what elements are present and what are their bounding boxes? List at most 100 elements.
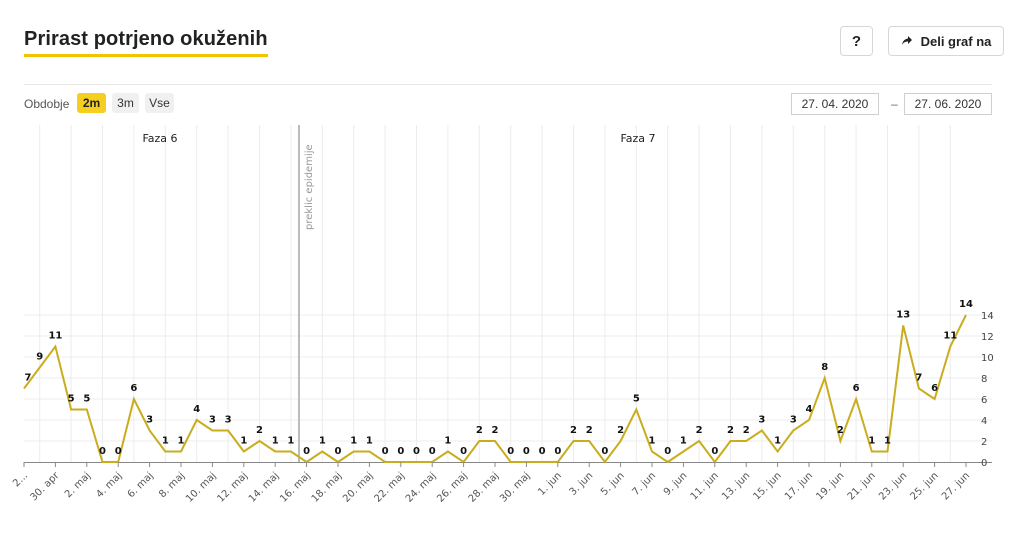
data-label: 1 — [868, 436, 875, 447]
x-tick-label: 10. maj — [184, 470, 218, 504]
period-3m-button[interactable]: 3m — [112, 93, 139, 113]
x-tick-label: 28. maj — [467, 470, 501, 504]
x-tick-label: 2... — [11, 470, 30, 489]
data-label: 0 — [413, 446, 420, 457]
y-axis-ticks: 0 2 4 6 8 10 12 14 — [981, 311, 994, 469]
data-label: 1 — [178, 436, 185, 447]
help-button[interactable]: ? — [840, 26, 873, 56]
data-label: 2 — [727, 425, 734, 436]
x-tick-label: 30. maj — [498, 470, 532, 504]
x-tick-label: 18. maj — [310, 470, 344, 504]
data-label: 2 — [492, 425, 499, 436]
data-label: 4 — [193, 404, 200, 415]
data-label: 0 — [711, 446, 718, 457]
data-label: 5 — [68, 394, 75, 405]
data-label: 2 — [743, 425, 750, 436]
y-tick-label: 2 — [981, 437, 987, 448]
data-label: 0 — [397, 446, 404, 457]
data-label: 3 — [225, 415, 232, 426]
y-tick-label: 4 — [981, 416, 987, 427]
data-label: 2 — [570, 425, 577, 436]
data-label: 0 — [303, 446, 310, 457]
data-label: 1 — [350, 436, 357, 447]
data-label: 4 — [806, 404, 813, 415]
data-label: 11 — [943, 331, 957, 342]
x-tick-label: 17. jun — [783, 470, 815, 502]
data-label: 6 — [853, 383, 860, 394]
date-from-input[interactable]: 27. 04. 2020 — [791, 93, 879, 115]
data-label: 6 — [130, 383, 137, 394]
data-label: 3 — [209, 415, 216, 426]
header-divider — [24, 84, 992, 85]
x-tick-label: 2. maj — [63, 470, 93, 500]
data-label: 0 — [554, 446, 561, 457]
x-tick-label: 8. maj — [157, 470, 187, 500]
x-tick-label: 19. jun — [814, 470, 846, 502]
data-label: 1 — [287, 436, 294, 447]
data-label: 3 — [146, 415, 153, 426]
data-label: 5 — [633, 394, 640, 405]
data-label: 0 — [664, 446, 671, 457]
share-icon — [901, 36, 912, 45]
vertical-gridlines — [39, 125, 951, 462]
data-label: 0 — [115, 446, 122, 457]
data-label: 1 — [162, 436, 169, 447]
data-label: 0 — [601, 446, 608, 457]
data-label: 2 — [837, 425, 844, 436]
data-label: 0 — [99, 446, 106, 457]
data-label: 0 — [382, 446, 389, 457]
data-label: 2 — [256, 425, 263, 436]
x-tick-label: 16. maj — [278, 470, 312, 504]
x-tick-label: 26. maj — [435, 470, 469, 504]
data-label: 14 — [959, 299, 973, 310]
period-2m-button[interactable]: 2m — [77, 93, 106, 113]
x-tick-label: 24. maj — [404, 470, 438, 504]
data-label: 0 — [523, 446, 530, 457]
data-label: 0 — [507, 446, 514, 457]
data-label: 13 — [896, 310, 910, 321]
x-tick-label: 13. jun — [720, 470, 752, 502]
y-tick-label: 12 — [981, 332, 994, 343]
share-button[interactable]: Deli graf na — [888, 26, 1004, 56]
data-label: 2 — [696, 425, 703, 436]
x-tick-label: 21. jun — [846, 470, 878, 502]
data-label: 1 — [884, 436, 891, 447]
data-label: 1 — [240, 436, 247, 447]
period-all-button[interactable]: Vse — [145, 93, 174, 113]
data-label: 1 — [649, 436, 656, 447]
data-label: 0 — [429, 446, 436, 457]
share-button-label: Deli graf na — [920, 33, 992, 49]
x-tick-label: 27. jun — [940, 470, 972, 502]
period-label: Obdobje — [24, 97, 70, 111]
epidemic-end-marker: preklic epidemije — [298, 125, 315, 462]
x-tick-label: 22. maj — [372, 470, 406, 504]
x-tick-label: 11. jun — [689, 470, 721, 502]
phase-label: Faza 7 — [620, 132, 655, 145]
data-label: 9 — [36, 352, 43, 363]
data-label: 1 — [680, 436, 687, 447]
page-title: Prirast potrjeno okuženih — [24, 28, 268, 57]
x-tick-label: 4. maj — [94, 470, 124, 500]
x-tick-label: 30. apr — [29, 470, 63, 504]
date-to-input[interactable]: 27. 06. 2020 — [904, 93, 992, 115]
data-label: 0 — [460, 446, 467, 457]
data-label: 2 — [476, 425, 483, 436]
data-label: 3 — [790, 415, 797, 426]
x-tick-label: 9. jun — [662, 470, 690, 498]
data-label: 1 — [319, 436, 326, 447]
x-tick-label: 5. jun — [599, 470, 627, 498]
date-separator: – — [891, 97, 898, 111]
x-tick-label: 25. jun — [909, 470, 941, 502]
data-label: 0 — [335, 446, 342, 457]
x-tick-label: 12. maj — [215, 470, 249, 504]
y-tick-label: 10 — [981, 353, 994, 364]
data-label: 2 — [586, 425, 593, 436]
x-tick-label: 6. maj — [126, 470, 156, 500]
data-label: 1 — [774, 436, 781, 447]
data-label: 2 — [617, 425, 624, 436]
data-label: 1 — [366, 436, 373, 447]
data-label: 6 — [931, 383, 938, 394]
phase-labels: Faza 6 Faza 7 — [142, 132, 655, 145]
